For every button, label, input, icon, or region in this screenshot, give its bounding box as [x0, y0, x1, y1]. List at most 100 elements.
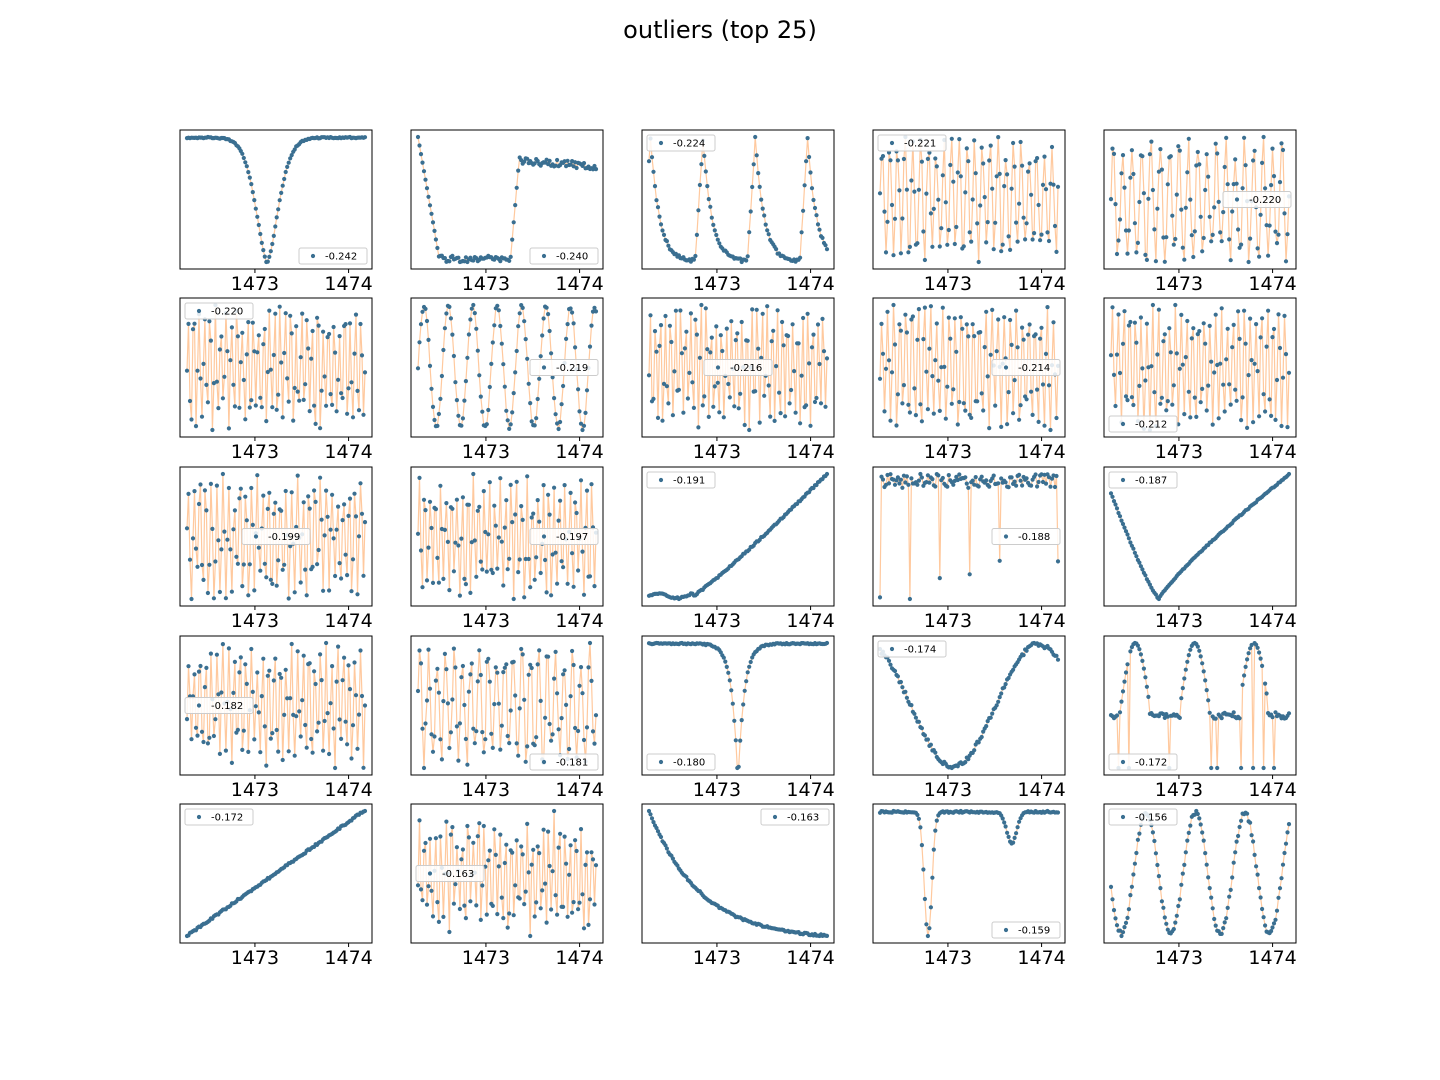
data-point: [1017, 472, 1022, 477]
data-point: [824, 640, 830, 646]
data-point: [1164, 408, 1169, 413]
data-point: [507, 258, 512, 263]
data-point: [714, 324, 719, 329]
data-point: [736, 406, 741, 411]
data-point: [345, 411, 350, 416]
data-point: [222, 529, 227, 534]
data-point: [505, 733, 510, 739]
data-point: [435, 245, 440, 251]
data-point: [427, 499, 433, 504]
data-point: [979, 734, 984, 740]
data-point: [1225, 182, 1230, 187]
data-point: [492, 323, 497, 328]
legend-marker: [541, 365, 547, 370]
data-point: [930, 875, 935, 880]
data-point: [273, 224, 278, 229]
data-point: [523, 337, 528, 342]
data-point: [1221, 926, 1226, 931]
data-point: [273, 311, 278, 316]
data-point: [691, 257, 697, 262]
data-point: [1176, 144, 1181, 149]
data-point: [1213, 923, 1218, 928]
data-point: [1252, 148, 1257, 153]
data-point: [561, 672, 566, 677]
data-point: [480, 567, 485, 572]
data-point: [1245, 425, 1250, 430]
data-point: [1251, 158, 1256, 163]
data-point: [697, 355, 703, 360]
data-point: [774, 364, 779, 369]
data-point: [1135, 643, 1140, 648]
data-point: [571, 900, 576, 905]
data-point: [453, 380, 458, 385]
data-point: [820, 235, 825, 240]
data-point: [438, 483, 443, 488]
data-point: [1240, 682, 1245, 687]
data-point: [1271, 765, 1277, 771]
data-point: [1117, 514, 1123, 519]
data-point: [322, 533, 327, 538]
data-point: [460, 663, 465, 669]
data-point: [453, 882, 458, 887]
data-point: [433, 237, 438, 242]
data-point: [330, 664, 335, 669]
data-point: [1189, 233, 1194, 238]
data-point: [480, 883, 485, 888]
data-point: [217, 589, 222, 595]
data-point: [241, 377, 246, 383]
data-point: [903, 689, 908, 694]
data-point: [891, 253, 896, 258]
legend-marker: [196, 814, 202, 820]
data-point: [888, 418, 893, 423]
data-point: [511, 659, 516, 664]
data-point: [574, 165, 579, 171]
data-point: [808, 423, 813, 428]
data-point: [450, 825, 455, 830]
data-point: [877, 376, 883, 381]
data-point: [1018, 403, 1023, 408]
data-point: [1125, 398, 1130, 403]
data-point: [1134, 250, 1139, 255]
data-point: [691, 405, 697, 410]
data-point: [505, 925, 510, 930]
data-point: [362, 808, 368, 814]
data-point: [697, 182, 703, 188]
data-point: [1045, 230, 1050, 235]
data-point: [192, 672, 197, 677]
legend-box: [1108, 471, 1178, 489]
data-point: [742, 422, 747, 428]
data-point: [321, 748, 326, 753]
data-point: [651, 396, 656, 401]
data-point: [1168, 350, 1173, 355]
data-point: [889, 202, 895, 208]
data-point: [1036, 202, 1041, 208]
data-point: [316, 323, 321, 328]
data-point: [510, 520, 515, 525]
data-point: [316, 547, 321, 553]
data-point: [1270, 146, 1275, 151]
subplot-17: 1473 1474-0.181: [410, 635, 604, 801]
data-point: [1155, 862, 1160, 868]
data-point: [356, 534, 362, 539]
data-point: [547, 863, 552, 869]
data-point: [496, 308, 501, 313]
data-point: [553, 893, 558, 898]
data-point: [270, 241, 275, 247]
legend-label: -0.197: [556, 532, 588, 543]
data-point: [747, 664, 752, 669]
data-point: [447, 929, 452, 935]
data-point: [987, 484, 992, 489]
data-point: [1009, 186, 1014, 191]
data-point: [496, 864, 501, 869]
data-point: [1216, 199, 1221, 204]
data-point: [969, 415, 974, 420]
data-point: [1055, 184, 1061, 189]
data-point: [319, 678, 324, 683]
data-point: [1271, 921, 1277, 926]
data-point: [1024, 397, 1029, 402]
data-point: [592, 305, 597, 310]
data-point: [1188, 823, 1193, 828]
data-point: [528, 662, 533, 667]
data-point: [1209, 765, 1214, 771]
data-point: [652, 329, 658, 334]
